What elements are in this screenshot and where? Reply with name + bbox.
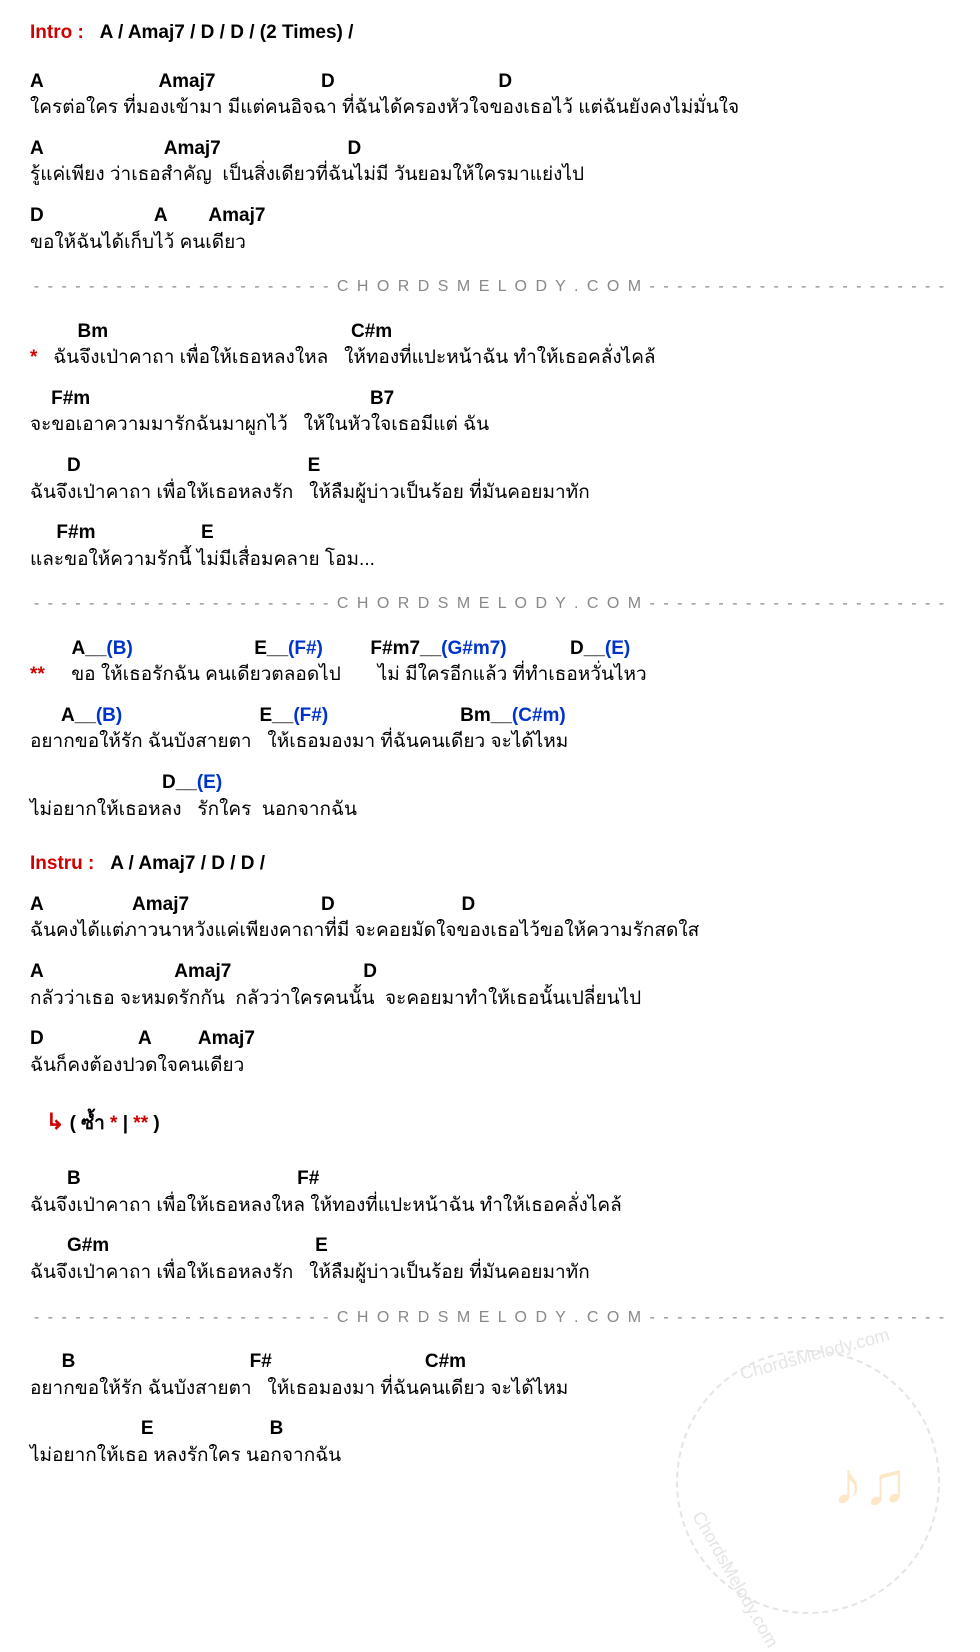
v3-l2-lyric: ฉันจึงเป่าคาถา เพื่อให้เธอหลงรัก ให้ลืมผ… — [30, 1260, 950, 1287]
divider-2: - - - - - - - - - - - - - - - - - - - - … — [30, 593, 950, 615]
v1-l2-lyric: รู้แค่เพียง ว่าเธอสำคัญ เป็นสิ่งเดียวที่… — [30, 162, 950, 189]
v4-l2-lyric: ไม่อยากให้เธอ หลงรักใคร นอกจากฉัน — [30, 1443, 950, 1470]
v2-l3-chords: D A Amaj7 — [30, 1026, 950, 1053]
c2-l2-chords: A__(B) E__(F#) Bm__(C#m) — [30, 703, 950, 730]
c1-l3-lyric: ฉันจึงเป่าคาถา เพื่อให้เธอหลงรัก ให้ลืมผ… — [30, 480, 950, 507]
instru-label: Instru : — [30, 853, 94, 874]
divider-1: - - - - - - - - - - - - - - - - - - - - … — [30, 276, 950, 298]
c1-l3-chords: D E — [30, 453, 950, 480]
v2-l2-lyric: กลัวว่าเธอ จะหมดรักกัน กลัวว่าใครคนนั้น … — [30, 986, 950, 1013]
intro-label: Intro : — [30, 22, 84, 43]
v1-l1-chords: A Amaj7 D D — [30, 69, 950, 96]
divider-3: - - - - - - - - - - - - - - - - - - - - … — [30, 1307, 950, 1329]
c1-l4-lyric: และขอให้ความรักนี้ ไม่มีเสื่อมคลาย โอม..… — [30, 547, 950, 574]
c2-l2-lyric: อยากขอให้รัก ฉันบังสายตา ให้เธอมองมา ที่… — [30, 729, 950, 756]
v3-l1-lyric: ฉันจึงเป่าคาถา เพื่อให้เธอหลงใหล ให้ทองท… — [30, 1193, 950, 1220]
c2-l3-chords: D__(E) — [30, 770, 950, 797]
instru-chords: A / Amaj7 / D / D / — [100, 853, 265, 874]
v2-l1-lyric: ฉันคงได้แต่ภาวนาหวังแค่เพียงคาถาที่มี จะ… — [30, 918, 950, 945]
v4-l2-chords: E B — [30, 1416, 950, 1443]
c1-l4-chords: F#m E — [30, 520, 950, 547]
v1-l3-lyric: ขอให้ฉันได้เก็บไว้ คนเดียว — [30, 230, 950, 257]
c1-l1-lyric: * ฉันจึงเป่าคาถา เพื่อให้เธอหลงใหล ให้ทอ… — [30, 345, 950, 372]
v1-l3-chords: D A Amaj7 — [30, 203, 950, 230]
star-double: ** — [30, 664, 45, 685]
return-icon: ↳ — [46, 1109, 64, 1134]
v3-l2-chords: G#m E — [30, 1233, 950, 1260]
v2-l1-chords: A Amaj7 D D — [30, 892, 950, 919]
intro-line: Intro : A / Amaj7 / D / D / (2 Times) / — [30, 20, 950, 47]
v2-l2-chords: A Amaj7 D — [30, 959, 950, 986]
v4-l1-chords: B F# C#m — [30, 1349, 950, 1376]
intro-chords: A / Amaj7 / D / D / (2 Times) / — [89, 22, 353, 43]
v3-l1-chords: B F# — [30, 1166, 950, 1193]
c2-l1-lyric: ** ขอ ให้เธอรักฉัน คนเดียวตลอดไป ไม่ มีใ… — [30, 662, 950, 689]
v1-l2-chords: A Amaj7 D — [30, 136, 950, 163]
c1-l2-lyric: จะขอเอาความมารักฉันมาผูกไว้ ให้ในหัวใจเธ… — [30, 412, 950, 439]
c1-l2-chords: F#m B7 — [30, 386, 950, 413]
c1-l1-chords: Bm C#m — [30, 319, 950, 346]
v2-l3-lyric: ฉันก็คงต้องปวดใจคนเดียว — [30, 1053, 950, 1080]
c2-l1-chords: A__(B) E__(F#) F#m7__(G#m7) D__(E) — [30, 636, 950, 663]
repeat-line: ↳ ( ซ้ำ * | ** ) — [30, 1107, 950, 1138]
c2-l3-lyric: ไม่อยากให้เธอหลง รักใคร นอกจากฉัน — [30, 797, 950, 824]
v1-l1-lyric: ใครต่อใคร ที่มองเข้ามา มีแต่คนอิจฉา ที่ฉ… — [30, 95, 950, 122]
instru-line: Instru : A / Amaj7 / D / D / — [30, 851, 950, 878]
v4-l1-lyric: อยากขอให้รัก ฉันบังสายตา ให้เธอมองมา ที่… — [30, 1376, 950, 1403]
